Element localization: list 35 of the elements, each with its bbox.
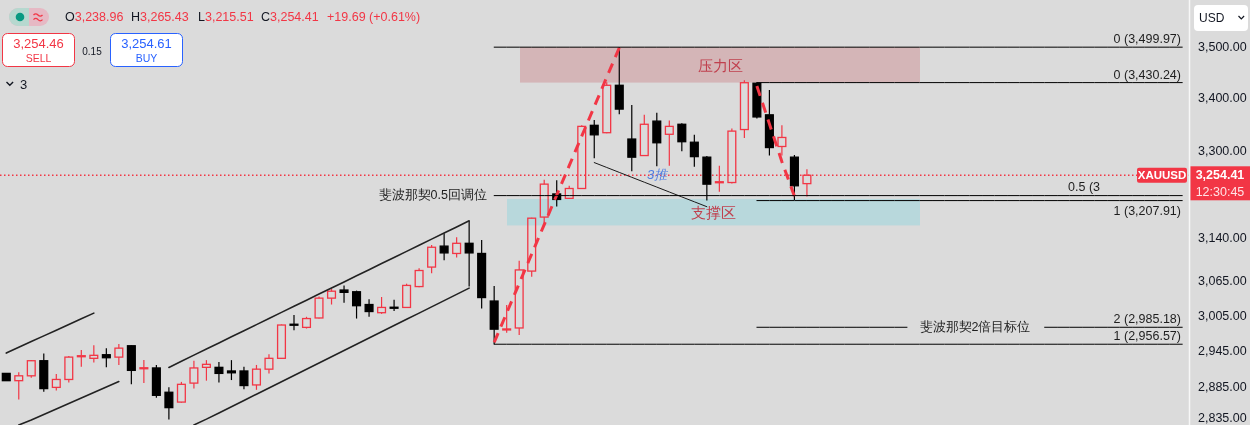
- annotation: C3,254.41: [261, 10, 319, 24]
- series-label: 0 (3,430.24): [1113, 67, 1181, 82]
- y-tick-label: 2,885.00: [1198, 380, 1247, 395]
- annotation: 3,254.46: [13, 35, 64, 51]
- annotation: 0.5 (3: [1068, 180, 1101, 194]
- y-tick-label: 3,140.00: [1198, 231, 1247, 246]
- band-label: 压力区: [697, 56, 743, 74]
- series-label: 0 (3,499.97): [1113, 32, 1181, 47]
- annotation: 3推: [647, 166, 670, 182]
- y-tick-label: 3,065.00: [1198, 273, 1247, 288]
- y-tick-label: 3,400.00: [1198, 91, 1247, 106]
- annotation: 斐波那契2倍目标位: [919, 320, 1031, 335]
- annotation: 0.15: [82, 45, 103, 57]
- y-tick-label: 3,500.00: [1198, 40, 1247, 55]
- annotation: 3: [20, 76, 28, 92]
- series-label: 1 (2,956.57): [1113, 329, 1181, 344]
- annotation: O3,238.96: [65, 10, 124, 24]
- annotation: L3,215.51: [198, 10, 254, 24]
- series-label: 1 (3,207.91): [1113, 203, 1181, 218]
- annotation: SELL: [25, 52, 52, 64]
- text: 12:30:45: [1195, 185, 1245, 199]
- annotation: 3,254.61: [121, 35, 172, 51]
- y-tick-label: 2,945.00: [1198, 344, 1247, 359]
- series-label: 2 (2,985.18): [1113, 312, 1181, 327]
- y-tick-label: 3,300.00: [1198, 143, 1247, 158]
- y-tick-label: 3,005.00: [1198, 308, 1247, 323]
- text: 3,254.41: [1195, 168, 1245, 183]
- annotation: H3,265.43: [131, 10, 189, 24]
- annotation: +19.69 (+0.61%): [327, 10, 421, 24]
- text: USD: [1199, 11, 1225, 25]
- y-tick-label: 2,835.00: [1198, 411, 1247, 425]
- ref-line-label: XAUUSD: [1137, 169, 1187, 182]
- band-label: 支撑区: [691, 203, 736, 221]
- annotation: BUY: [135, 52, 158, 64]
- annotation: 斐波那契0.5回调位: [378, 188, 487, 202]
